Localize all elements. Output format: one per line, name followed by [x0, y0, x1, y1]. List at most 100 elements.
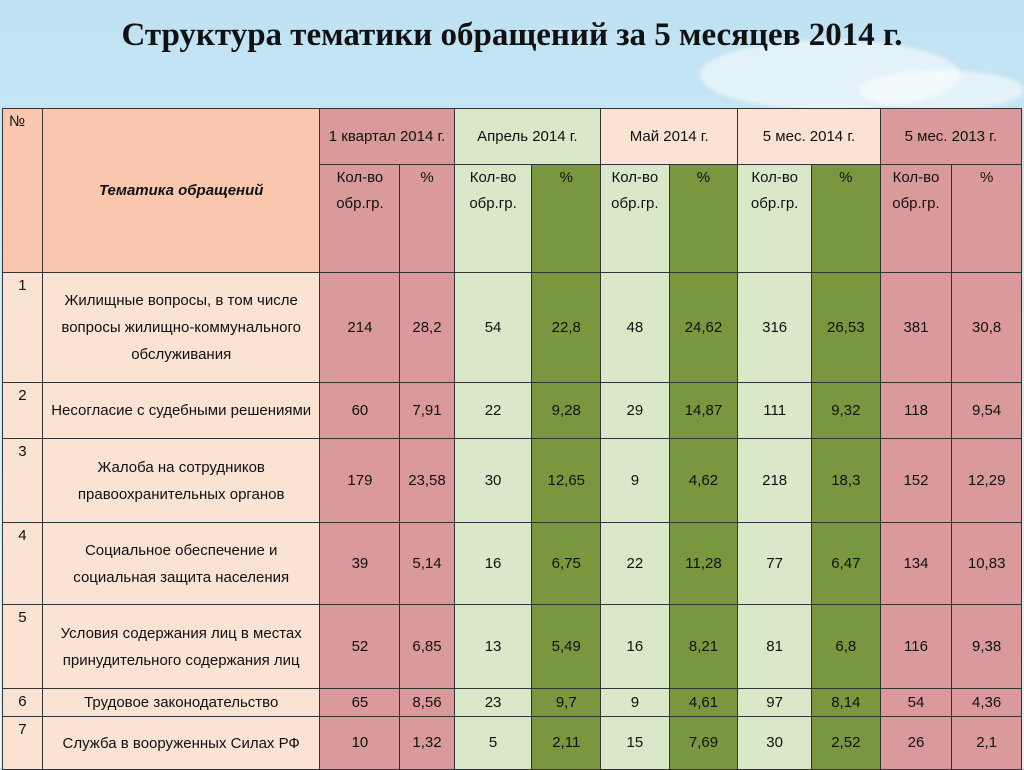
cell-april-2014-count: 30 — [453, 438, 533, 523]
header-pct: % — [951, 164, 1022, 273]
cell-april-2014-pct: 6,75 — [531, 522, 602, 605]
cell-may-2014-pct: 24,62 — [668, 272, 739, 383]
cell-april-2014-count: 54 — [453, 272, 533, 383]
cell-april-2014-count: 22 — [453, 382, 533, 439]
table-row: 4 Социальное обеспечение и социальная защ… — [2, 522, 1022, 605]
cell-april-2014-pct: 5,49 — [531, 604, 602, 689]
cell-may-2014-pct: 4,62 — [668, 438, 739, 523]
cell-april-2014-count: 5 — [453, 716, 533, 770]
cell-q1-2014-pct: 8,56 — [399, 688, 455, 717]
cell-5m-2013-count: 134 — [879, 522, 953, 605]
cell-5m-2013-pct: 9,38 — [951, 604, 1022, 689]
header-pct: % — [399, 164, 455, 273]
cell-april-2014-count: 13 — [453, 604, 533, 689]
row-topic: Жилищные вопросы, в том числе вопросы жи… — [41, 272, 321, 383]
header-row-periods: № Тематика обращений 1 квартал 2014 г. А… — [2, 108, 1023, 273]
row-number: 7 — [2, 716, 43, 770]
cell-5m-2014-pct: 9,32 — [811, 382, 881, 439]
row-topic: Несогласие с судебными решениями — [41, 382, 321, 439]
table-row: 5 Условия содержания лиц в местах принуди… — [2, 604, 1022, 689]
cell-5m-2013-pct: 30,8 — [951, 272, 1022, 383]
cell-may-2014-count: 29 — [600, 382, 670, 439]
cell-5m-2013-count: 152 — [879, 438, 953, 523]
cell-may-2014-count: 22 — [600, 522, 670, 605]
cell-april-2014-pct: 22,8 — [531, 272, 602, 383]
cell-q1-2014-count: 179 — [319, 438, 401, 523]
cell-q1-2014-count: 39 — [319, 522, 401, 605]
cell-april-2014-pct: 9,28 — [531, 382, 602, 439]
cell-may-2014-pct: 14,87 — [668, 382, 739, 439]
header-topic: Тематика обращений — [41, 108, 321, 273]
cell-april-2014-pct: 2,11 — [531, 716, 602, 770]
slide-title: Структура тематики обращений за 5 месяце… — [121, 16, 903, 53]
cell-5m-2014-count: 111 — [737, 382, 813, 439]
table-row: 7 Служба в вооруженных Силах РФ 10 1,32 5 2,1… — [2, 716, 1022, 770]
cell-may-2014-pct: 11,28 — [668, 522, 739, 605]
row-number: 1 — [2, 272, 43, 383]
cell-5m-2014-pct: 2,52 — [811, 716, 881, 770]
table-row: 3 Жалоба на сотрудников правоохранительны… — [2, 438, 1022, 523]
row-number: 3 — [2, 438, 43, 523]
cell-5m-2013-pct: 4,36 — [951, 688, 1022, 717]
cell-may-2014-count: 15 — [600, 716, 670, 770]
cell-q1-2014-pct: 7,91 — [399, 382, 455, 439]
cell-q1-2014-pct: 23,58 — [399, 438, 455, 523]
cell-5m-2013-count: 116 — [879, 604, 953, 689]
cell-may-2014-count: 48 — [600, 272, 670, 383]
cell-may-2014-count: 16 — [600, 604, 670, 689]
header-row-sub: Кол-во обр.гр. % Кол-во обр.гр. % Кол-во… — [3, 164, 1022, 273]
header-count: Кол-во обр.гр. — [319, 164, 401, 273]
cell-5m-2013-count: 118 — [879, 382, 953, 439]
table-row: 2 Несогласие с судебными решениями 60 7,91 2… — [2, 382, 1022, 439]
header-period-may-2014: Май 2014 г. — [600, 108, 739, 165]
cell-5m-2013-pct: 12,29 — [951, 438, 1022, 523]
header-pct: % — [668, 164, 739, 273]
row-topic: Трудовое законодательство — [41, 688, 321, 717]
row-number: 6 — [2, 688, 43, 717]
row-topic: Жалоба на сотрудников правоохранительных… — [41, 438, 321, 523]
header-period-q1-2014: 1 квартал 2014 г. — [319, 108, 455, 165]
cell-may-2014-pct: 4,61 — [668, 688, 739, 717]
cell-5m-2014-count: 97 — [737, 688, 813, 717]
cell-may-2014-count: 9 — [600, 438, 670, 523]
cell-5m-2014-count: 30 — [737, 716, 813, 770]
header-pct: % — [811, 164, 881, 273]
cell-5m-2014-count: 218 — [737, 438, 813, 523]
cell-5m-2013-count: 26 — [879, 716, 953, 770]
cell-q1-2014-count: 52 — [319, 604, 401, 689]
cell-5m-2013-pct: 9,54 — [951, 382, 1022, 439]
table-row: 6 Трудовое законодательство 65 8,56 23 9,7 9 4,… — [2, 688, 1022, 717]
row-topic: Социальное обеспечение и социальная защи… — [41, 522, 321, 605]
cell-may-2014-count: 9 — [600, 688, 670, 717]
topics-table: № Тематика обращений 1 квартал 2014 г. А… — [2, 108, 1023, 770]
row-topic: Служба в вооруженных Силах РФ — [41, 716, 321, 770]
row-number: 4 — [2, 522, 43, 605]
cell-q1-2014-pct: 1,32 — [399, 716, 455, 770]
header-period-april-2014: Апрель 2014 г. — [453, 108, 602, 165]
cell-april-2014-pct: 9,7 — [531, 688, 602, 717]
cell-5m-2014-pct: 6,8 — [811, 604, 881, 689]
header-pct: % — [531, 164, 602, 273]
cell-april-2014-pct: 12,65 — [531, 438, 602, 523]
header-count: Кол-во обр.гр. — [737, 164, 813, 273]
cell-5m-2014-pct: 8,14 — [811, 688, 881, 717]
cell-5m-2014-count: 316 — [737, 272, 813, 383]
header-count: Кол-во обр.гр. — [879, 164, 953, 273]
cell-q1-2014-pct: 5,14 — [399, 522, 455, 605]
header-count: Кол-во обр.гр. — [600, 164, 670, 273]
header-num: № — [2, 108, 43, 273]
cell-q1-2014-count: 60 — [319, 382, 401, 439]
cell-5m-2014-pct: 26,53 — [811, 272, 881, 383]
cell-q1-2014-pct: 6,85 — [399, 604, 455, 689]
cell-q1-2014-count: 214 — [319, 272, 401, 383]
cell-5m-2014-pct: 6,47 — [811, 522, 881, 605]
cell-5m-2013-pct: 10,83 — [951, 522, 1022, 605]
cell-q1-2014-count: 10 — [319, 716, 401, 770]
cell-5m-2013-count: 381 — [879, 272, 953, 383]
cell-april-2014-count: 16 — [453, 522, 533, 605]
header-period-5m-2013: 5 мес. 2013 г. — [879, 108, 1023, 165]
cell-april-2014-count: 23 — [453, 688, 533, 717]
cell-5m-2014-count: 77 — [737, 522, 813, 605]
cell-q1-2014-count: 65 — [319, 688, 401, 717]
cell-5m-2014-pct: 18,3 — [811, 438, 881, 523]
